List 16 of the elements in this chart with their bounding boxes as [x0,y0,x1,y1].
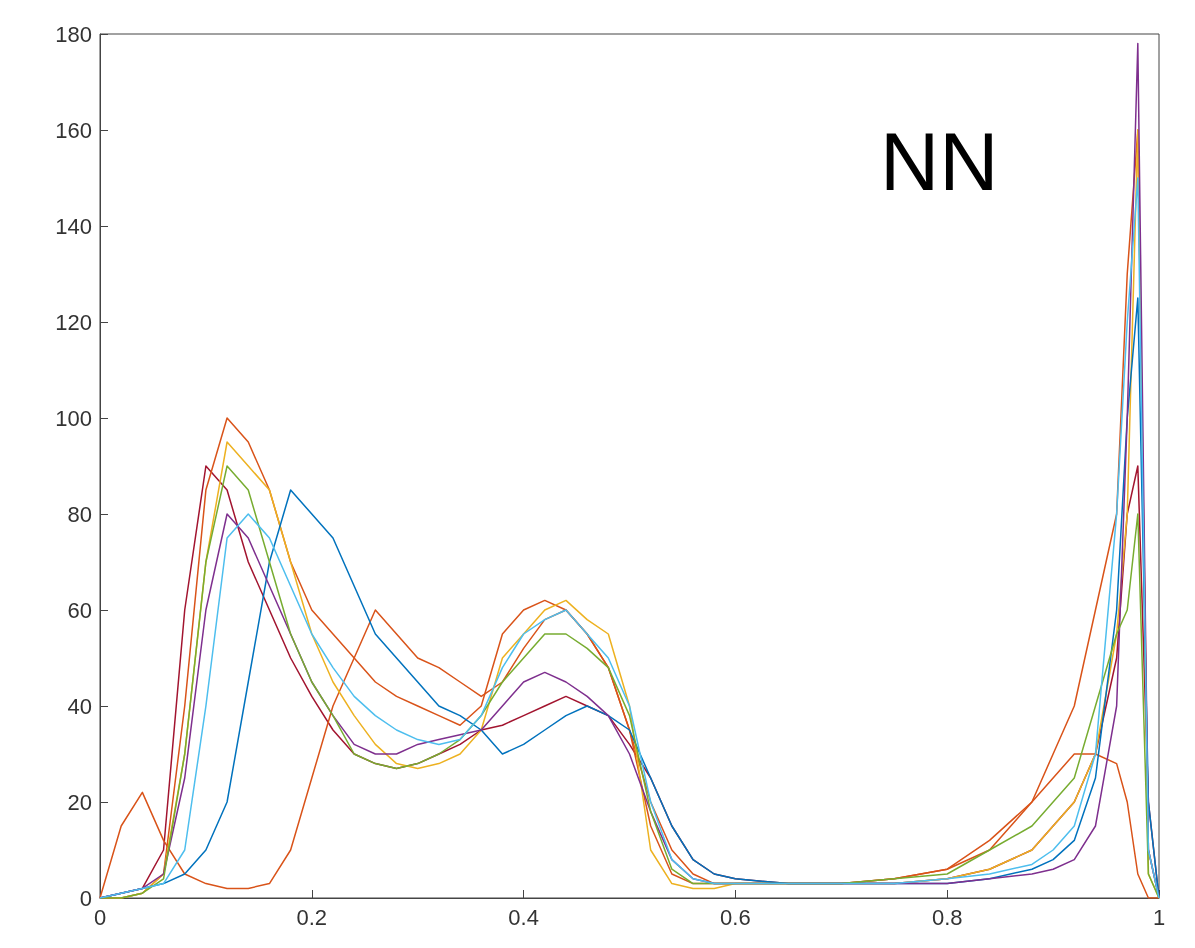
y-tick-label: 20 [67,789,92,815]
x-tick-label: 0.4 [508,904,539,930]
y-tick-label: 60 [67,597,92,623]
y-tick-label: 180 [55,21,92,47]
x-tick-label: 0.8 [931,904,963,930]
x-tick-label: 0.2 [296,904,328,930]
annotation: NN [880,115,999,207]
y-tick-label: 120 [55,309,92,335]
y-tick-label: 40 [67,693,92,719]
y-tick-label: 0 [79,885,92,911]
y-tick-label: 100 [55,405,92,431]
x-tick-label: 0.6 [720,904,751,930]
y-tick-label: 160 [55,117,92,143]
x-tick-label: 1 [1152,904,1166,930]
y-tick-label: 80 [67,501,92,527]
y-tick-label: 140 [55,213,92,239]
